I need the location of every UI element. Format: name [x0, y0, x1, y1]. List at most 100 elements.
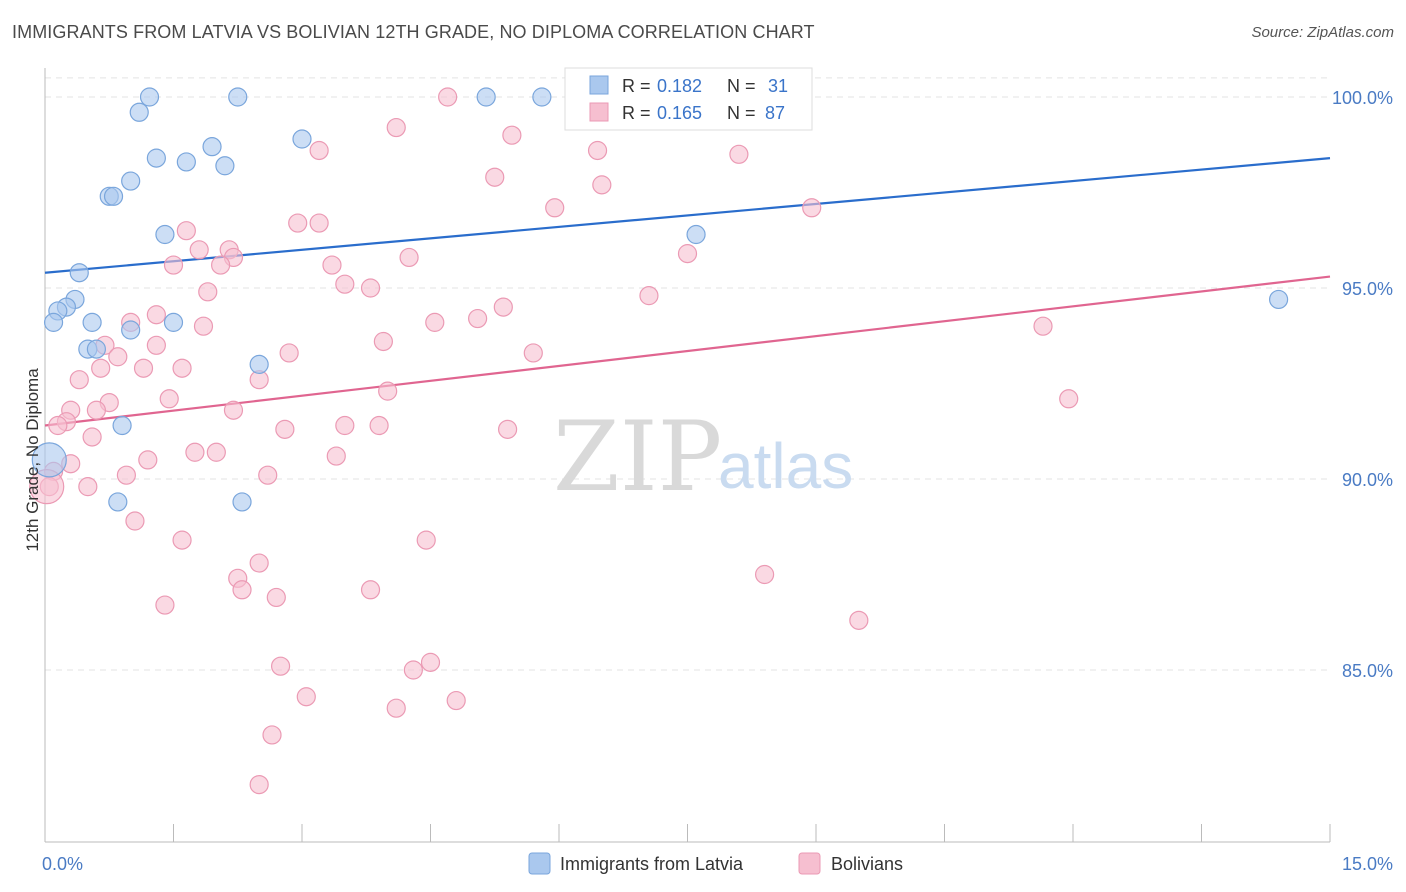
bolivians-point-35 [279, 343, 299, 363]
bolivians-point-1 [386, 117, 406, 138]
bolivians-point-60 [138, 450, 158, 470]
bottom-legend: Immigrants from Latvia Bolivians [528, 852, 903, 875]
latvia-point-8 [176, 152, 196, 172]
bolivians-point-2 [502, 125, 522, 145]
latvia-point-5 [292, 129, 312, 149]
bolivians-point-36 [523, 343, 543, 363]
bolivians-point-74 [360, 580, 381, 600]
scatter-points [29, 87, 1289, 795]
latvia-point-26 [249, 354, 269, 374]
latvia-point-2 [476, 87, 496, 107]
y-tick-label-3: 100.0% [1332, 88, 1393, 108]
bolivians-point-7 [592, 175, 612, 195]
bolivians-point-73 [232, 580, 252, 600]
latvia-point-27 [112, 415, 132, 436]
bolivians-point-68 [172, 530, 192, 550]
latvia-point-10 [121, 171, 141, 191]
bolivians-point-63 [116, 465, 136, 485]
bolivians-point-31 [1033, 316, 1053, 336]
latvia-point-3 [532, 87, 552, 107]
latvia-point-13 [155, 224, 175, 245]
bottom-legend-swatch-bolivians [798, 852, 821, 875]
bolivians-point-48 [86, 400, 107, 420]
trend-line-1 [44, 275, 1331, 427]
bolivians-point-43 [378, 381, 398, 401]
y-tick-label-1: 90.0% [1342, 470, 1393, 490]
latvia-point-28 [31, 442, 67, 478]
bolivians-point-64 [258, 465, 278, 485]
latvia-point-12 [103, 186, 124, 206]
bolivians-point-11 [309, 213, 329, 233]
bolivians-point-18 [163, 255, 184, 275]
bolivians-point-37 [108, 347, 128, 367]
latvia-point-20 [43, 312, 64, 332]
bolivians-point-15 [677, 244, 698, 264]
bolivians-point-69 [416, 530, 436, 550]
stats-legend: R = 0.182 N = 31 R = 0.165 N = 87 [564, 67, 813, 131]
watermark-zip: ZIP [553, 401, 722, 513]
bolivians-point-80 [403, 660, 423, 680]
bolivians-point-27 [468, 308, 488, 329]
bolivians-point-53 [335, 415, 355, 436]
bolivians-point-10 [288, 213, 308, 233]
bolivians-point-84 [262, 725, 282, 745]
bolivians-point-20 [322, 255, 342, 275]
bolivians-point-71 [754, 564, 775, 585]
bolivians-point-42 [69, 370, 89, 390]
bolivians-point-40 [91, 358, 111, 378]
bolivians-point-24 [639, 286, 659, 306]
legend-swatch-latvia [589, 75, 609, 95]
bolivians-point-45 [1059, 389, 1079, 409]
bolivians-point-67 [125, 511, 145, 531]
latvia-point-25 [86, 339, 107, 359]
bolivians-point-5 [729, 144, 749, 164]
bolivians-point-76 [155, 595, 175, 615]
legend-n-label-latvia: N = [727, 76, 756, 96]
bolivians-point-79 [270, 656, 291, 676]
bolivians-point-12 [176, 221, 196, 241]
x-tick-labels: 0.0% 15.0% [42, 854, 1393, 874]
bolivians-point-82 [446, 690, 466, 711]
latvia-point-21 [82, 312, 102, 332]
x-tick-label-0: 0.0% [42, 854, 83, 874]
y-tick-label-2: 95.0% [1342, 279, 1393, 299]
bolivians-point-23 [198, 282, 218, 302]
bolivians-point-33 [373, 331, 393, 352]
latvia-point-22 [163, 312, 184, 332]
y-tick-labels: 85.0% 90.0% 95.0% 100.0% [1332, 88, 1393, 681]
bolivians-point-54 [369, 415, 389, 436]
bolivians-point-21 [335, 274, 355, 294]
latvia-point-15 [69, 263, 89, 283]
legend-n-value-bolivians: 87 [765, 103, 785, 123]
bolivians-point-8 [545, 198, 565, 218]
latvia-point-29 [108, 492, 128, 512]
bolivians-point-49 [223, 400, 244, 420]
bolivians-point-3 [309, 140, 329, 161]
latvia-point-23 [121, 320, 141, 340]
bolivians-point-4 [587, 140, 608, 161]
bolivians-point-56 [82, 427, 102, 447]
bolivians-point-29 [425, 312, 445, 332]
bolivians-point-6 [485, 167, 505, 187]
bolivians-point-77 [849, 610, 869, 630]
latvia-point-6 [202, 137, 222, 157]
bolivians-point-32 [146, 335, 166, 355]
bolivians-point-26 [146, 305, 166, 325]
bolivians-point-9 [802, 198, 822, 218]
bolivians-point-30 [193, 316, 214, 336]
y-tick-label-0: 85.0% [1342, 661, 1393, 681]
bolivians-point-39 [172, 358, 192, 378]
x-tick-label-1: 15.0% [1342, 854, 1393, 874]
legend-r-label-latvia: R = [622, 76, 651, 96]
bolivians-point-70 [249, 553, 269, 573]
y-axis-title: 12th Grade, No Diploma [23, 368, 42, 552]
legend-r-label-bolivians: R = [622, 103, 651, 123]
bolivians-point-51 [48, 415, 68, 436]
bolivians-point-17 [399, 247, 419, 268]
latvia-point-17 [1268, 289, 1289, 310]
legend-swatch-bolivians [589, 102, 609, 122]
bottom-legend-swatch-latvia [528, 852, 551, 875]
bolivians-point-75 [266, 587, 286, 608]
bolivians-point-81 [296, 687, 316, 707]
